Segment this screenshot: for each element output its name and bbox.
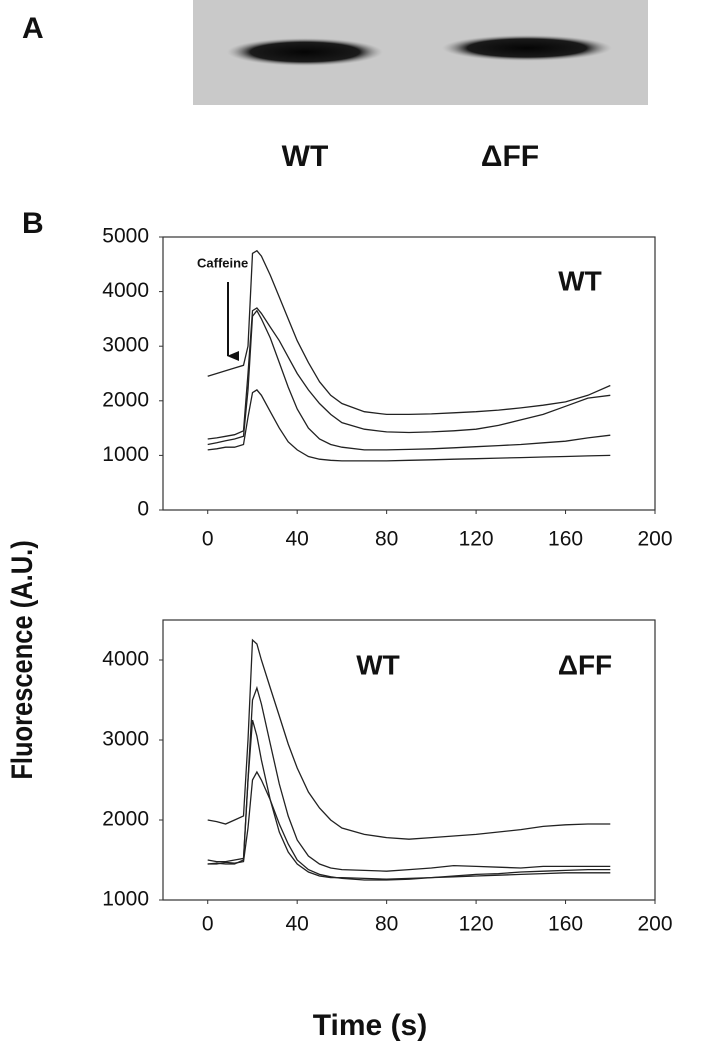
x-tick-label: 80 (375, 913, 398, 936)
trace (207, 309, 611, 451)
x-axis-label: Time (s) (313, 1009, 427, 1042)
y-tick-label: 4000 (102, 648, 149, 671)
y-tick-label: 4000 (102, 279, 149, 302)
x-tick-label: 40 (286, 528, 309, 551)
y-tick-label: 2000 (102, 808, 149, 831)
x-tick-label: 120 (459, 528, 494, 551)
y-tick-label: 0 (137, 498, 149, 521)
x-tick-label: 200 (637, 528, 672, 551)
blot-band (227, 38, 383, 66)
y-tick-label: 3000 (102, 728, 149, 751)
x-tick-label: 80 (375, 528, 398, 551)
y-tick-label: 1000 (102, 443, 149, 466)
plot-frame (162, 236, 656, 511)
annotation: WT (356, 649, 400, 680)
lane-label: ΔFF (481, 140, 539, 173)
lane-label: WT (282, 140, 329, 173)
trace (207, 307, 611, 440)
trace (207, 685, 611, 872)
x-tick-label: 160 (548, 528, 583, 551)
trace (207, 638, 611, 840)
x-tick-label: 200 (637, 913, 672, 936)
trace (207, 770, 611, 881)
trace (207, 389, 611, 462)
trace (207, 249, 611, 416)
x-tick-label: 120 (459, 913, 494, 936)
x-tick-label: 0 (202, 913, 214, 936)
trace (207, 719, 611, 880)
panel-label: A (22, 12, 44, 45)
y-tick-label: 5000 (102, 225, 149, 248)
plot-frame (162, 619, 656, 901)
annotation: ΔFF (558, 649, 612, 680)
y-tick-label: 3000 (102, 334, 149, 357)
x-tick-label: 40 (286, 913, 309, 936)
y-tick-label: 1000 (102, 888, 149, 911)
x-tick-label: 160 (548, 913, 583, 936)
annotation: WT (558, 265, 602, 296)
annotation: Caffeine (197, 255, 248, 270)
y-tick-label: 2000 (102, 388, 149, 411)
y-axis-label: Fluorescence (A.U.) (5, 540, 38, 779)
panel-label: B (22, 207, 44, 240)
x-tick-label: 0 (202, 528, 214, 551)
blot-band (442, 35, 612, 61)
